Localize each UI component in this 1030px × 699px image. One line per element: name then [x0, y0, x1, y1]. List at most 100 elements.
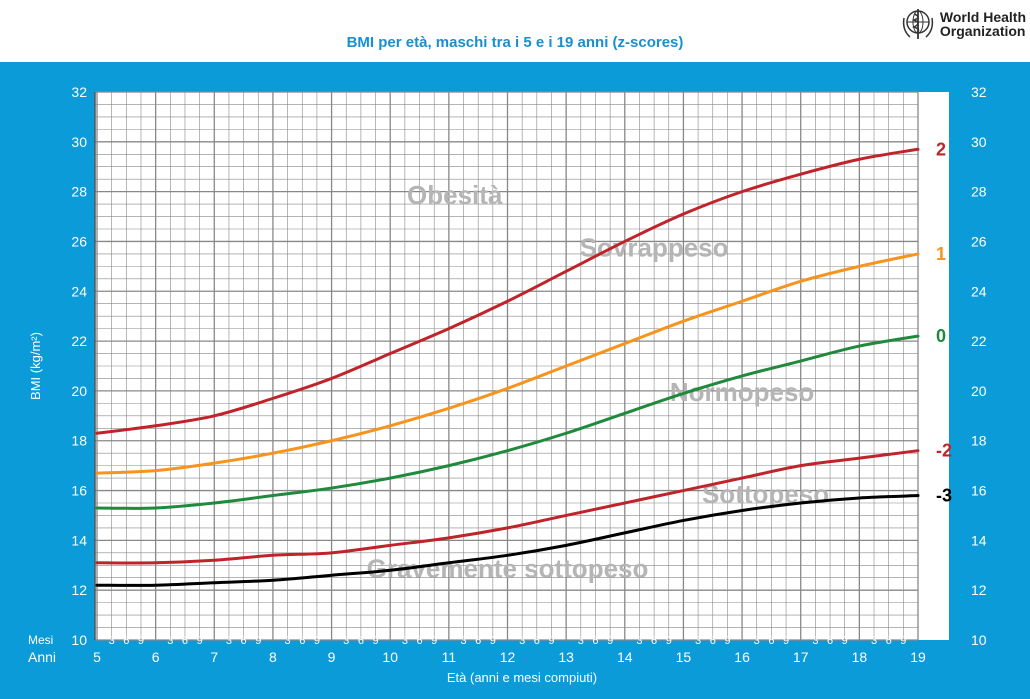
y-tick-label-left: 18 [71, 433, 87, 449]
zscore-line [95, 334, 920, 510]
month-tick-label: 9 [138, 635, 144, 647]
year-tick-label: 11 [442, 649, 457, 665]
y-tick-label-left: 32 [71, 84, 87, 100]
year-tick-label: 5 [93, 649, 101, 665]
year-tick-label: 18 [852, 649, 868, 665]
y-tick-label-left: 12 [71, 582, 87, 598]
year-tick-label: 10 [382, 649, 398, 665]
y-tick-label-right: 24 [971, 283, 987, 299]
month-tick-label: 6 [768, 635, 774, 647]
month-tick-label: 9 [314, 635, 320, 647]
month-tick-label: 3 [636, 635, 642, 647]
month-tick-label: 9 [372, 635, 378, 647]
zone-label: Normopeso [670, 377, 814, 407]
y-tick-label-right: 28 [971, 184, 987, 200]
y-tick-label-right: 20 [971, 383, 987, 399]
month-tick-label: 9 [724, 635, 730, 647]
y-tick-label-right: 16 [971, 483, 987, 499]
zscore-label: 2 [936, 139, 946, 159]
year-tick-label: 13 [558, 649, 574, 665]
y-tick-label-left: 22 [71, 333, 87, 349]
month-tick-label: 9 [842, 635, 848, 647]
year-tick-label: 16 [734, 649, 750, 665]
month-tick-label: 6 [827, 635, 833, 647]
month-tick-label: 9 [431, 635, 437, 647]
y-tick-label-right: 26 [971, 233, 987, 249]
y-tick-label-left: 16 [71, 483, 87, 499]
month-tick-label: 6 [651, 635, 657, 647]
year-tick-label: 6 [152, 649, 160, 665]
month-tick-label: 3 [519, 635, 525, 647]
zscore-line [95, 147, 920, 435]
zscore-line [95, 494, 920, 587]
years-row-label: Anni [28, 649, 56, 665]
month-tick-label: 6 [710, 635, 716, 647]
month-tick-label: 6 [416, 635, 422, 647]
months-row-label: Mesi [28, 633, 53, 647]
x-axis-label: Età (anni e mesi compiuti) [447, 670, 597, 685]
y-tick-label-right: 18 [971, 433, 987, 449]
month-tick-label: 6 [299, 635, 305, 647]
month-tick-label: 6 [241, 635, 247, 647]
month-tick-label: 9 [900, 635, 906, 647]
month-tick-label: 3 [871, 635, 877, 647]
month-tick-label: 3 [402, 635, 408, 647]
year-tick-label: 17 [793, 649, 809, 665]
month-tick-label: 3 [812, 635, 818, 647]
y-tick-label-left: 20 [71, 383, 87, 399]
month-tick-label: 9 [548, 635, 554, 647]
y-tick-label-right: 10 [971, 632, 987, 648]
chart-title: BMI per età, maschi tra i 5 e i 19 anni … [346, 34, 684, 51]
y-tick-label-right: 32 [971, 84, 987, 100]
month-tick-label: 3 [578, 635, 584, 647]
zone-label: Obesità [407, 180, 503, 210]
y-axis-label: BMI (kg/m²) [28, 332, 43, 400]
month-tick-label: 3 [754, 635, 760, 647]
y-tick-label-left: 14 [71, 532, 87, 548]
year-tick-label: 19 [910, 649, 926, 665]
year-tick-label: 9 [328, 649, 336, 665]
month-tick-label: 3 [226, 635, 232, 647]
y-tick-label-right: 30 [971, 134, 987, 150]
y-tick-label-left: 28 [71, 184, 87, 200]
chart-frame: 10 10 12 12 14 14 16 16 18 18 20 20 22 22 24 24 26 26 28 28… [0, 62, 1030, 699]
month-tick-label: 3 [695, 635, 701, 647]
year-tick-label: 15 [676, 649, 692, 665]
y-tick-label-right: 12 [971, 582, 987, 598]
year-tick-label: 14 [617, 649, 633, 665]
zscore-label: 0 [936, 326, 946, 346]
month-tick-label: 6 [123, 635, 129, 647]
year-tick-label: 7 [210, 649, 218, 665]
month-tick-label: 3 [460, 635, 466, 647]
y-tick-label-right: 22 [971, 333, 987, 349]
month-tick-label: 9 [197, 635, 203, 647]
year-tick-label: 12 [500, 649, 516, 665]
zscore-label: -3 [936, 486, 952, 506]
zscore-label: 1 [936, 244, 946, 264]
month-tick-label: 6 [182, 635, 188, 647]
month-tick-label: 9 [607, 635, 613, 647]
month-tick-label: 9 [783, 635, 789, 647]
month-tick-label: 3 [109, 635, 115, 647]
month-tick-label: 6 [358, 635, 364, 647]
y-tick-label-left: 10 [71, 632, 87, 648]
who-logo: World Health Organization [900, 6, 1026, 42]
y-tick-label-left: 24 [71, 283, 87, 299]
month-tick-label: 6 [886, 635, 892, 647]
month-tick-label: 3 [285, 635, 291, 647]
month-tick-label: 9 [255, 635, 261, 647]
month-tick-label: 6 [592, 635, 598, 647]
who-org-name: World Health Organization [939, 9, 1026, 39]
month-tick-label: 6 [534, 635, 540, 647]
month-tick-label: 3 [343, 635, 349, 647]
month-tick-label: 9 [490, 635, 496, 647]
y-tick-label-left: 30 [71, 134, 87, 150]
zone-label: Sovrappeso [580, 232, 729, 262]
zscore-line [95, 449, 920, 565]
month-tick-label: 9 [666, 635, 672, 647]
y-tick-label-left: 26 [71, 233, 87, 249]
month-tick-label: 3 [167, 635, 173, 647]
who-emblem-icon [902, 9, 934, 39]
y-tick-label-right: 14 [971, 532, 987, 548]
